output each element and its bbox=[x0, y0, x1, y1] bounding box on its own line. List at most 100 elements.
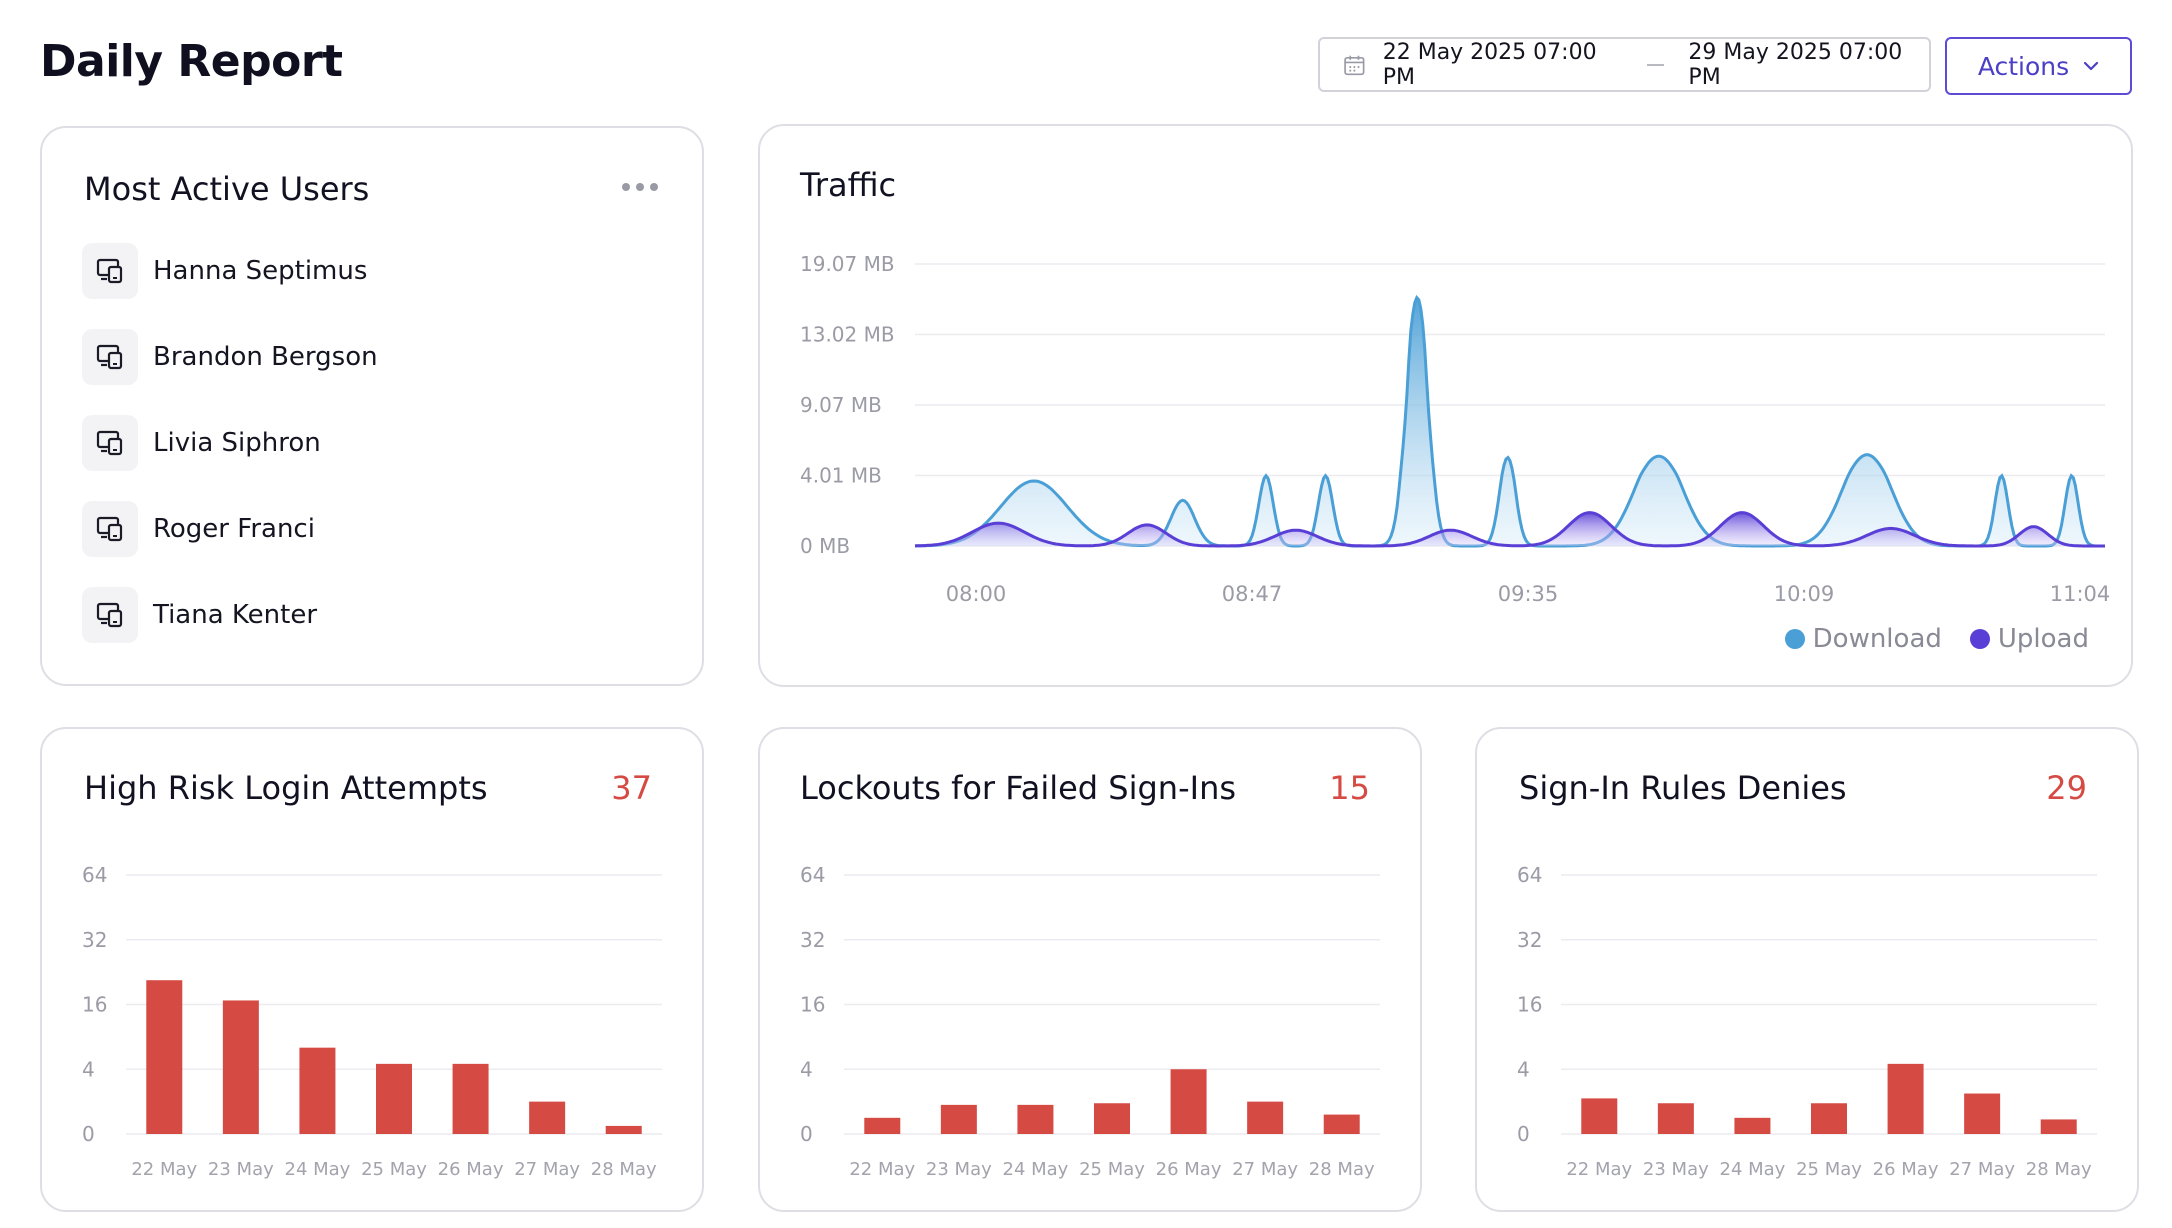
devices-icon bbox=[82, 501, 138, 557]
most-active-users-card: Most Active Users Hanna Septimus Brandon… bbox=[40, 126, 704, 686]
x-tick-label: 27 May bbox=[1949, 1159, 2015, 1180]
calendar-icon bbox=[1344, 55, 1365, 75]
bar[interactable] bbox=[605, 1125, 642, 1134]
y-tick-label: 32 bbox=[1517, 928, 1542, 952]
bar[interactable] bbox=[864, 1117, 901, 1134]
list-item[interactable]: Tiana Kenter bbox=[82, 587, 378, 643]
x-tick-label: 22 May bbox=[131, 1159, 197, 1180]
bar[interactable] bbox=[1247, 1101, 1284, 1134]
high-risk-chart: 0 4 16 32 64 22 May 23 May 24 May 25 May 26 May 27… bbox=[82, 863, 662, 1180]
list-item[interactable]: Livia Siphron bbox=[82, 415, 378, 471]
download-dot-icon bbox=[1784, 629, 1805, 649]
x-tick-label: 24 May bbox=[1720, 1159, 1786, 1180]
list-item[interactable]: Brandon Bergson bbox=[82, 329, 378, 385]
x-tick-label: 25 May bbox=[1079, 1159, 1145, 1180]
x-tick-label: 08:00 bbox=[946, 582, 1007, 606]
actions-label: Actions bbox=[1977, 51, 2070, 81]
date-range-picker[interactable]: 22 May 2025 07:00 PM 29 May 2025 07:00 P… bbox=[1318, 37, 1931, 92]
bar[interactable] bbox=[529, 1101, 566, 1134]
rule-denies-count: 29 bbox=[2046, 769, 2087, 807]
y-tick-label: 4 bbox=[800, 1057, 813, 1081]
x-tick-label: 24 May bbox=[285, 1159, 351, 1180]
x-tick-label: 28 May bbox=[2026, 1159, 2092, 1180]
actions-button[interactable]: Actions bbox=[1945, 37, 2132, 95]
x-tick-label: 23 May bbox=[208, 1159, 274, 1180]
bar[interactable] bbox=[1734, 1117, 1771, 1134]
user-name: Roger Franci bbox=[153, 514, 315, 544]
bar[interactable] bbox=[2040, 1119, 2077, 1134]
y-tick-label: 32 bbox=[82, 928, 107, 952]
bar[interactable] bbox=[1811, 1103, 1847, 1134]
lockouts-title: Lockouts for Failed Sign-Ins bbox=[800, 769, 1237, 807]
bar[interactable] bbox=[299, 1047, 336, 1134]
bar[interactable] bbox=[376, 1063, 412, 1134]
devices-icon bbox=[82, 587, 138, 643]
bar[interactable] bbox=[1094, 1103, 1130, 1134]
x-tick-label: 28 May bbox=[591, 1159, 657, 1180]
high-risk-card: High Risk Login Attempts 37 0 4 16 32 64 22 M… bbox=[40, 727, 704, 1212]
bar[interactable] bbox=[222, 1000, 259, 1134]
more-options-icon[interactable] bbox=[622, 183, 658, 191]
bar[interactable] bbox=[1964, 1093, 2001, 1134]
y-tick-label: 9.07 MB bbox=[800, 393, 882, 417]
traffic-legend: Download Upload bbox=[1784, 624, 2089, 654]
chevron-down-icon bbox=[2084, 61, 2099, 71]
date-from: 22 May 2025 07:00 PM bbox=[1382, 39, 1597, 90]
rule-denies-chart: 0 4 16 32 64 22 May 23 May 24 May 25 May 26 May 27… bbox=[1517, 863, 2097, 1180]
upload-area bbox=[915, 512, 2105, 546]
devices-icon bbox=[82, 415, 138, 471]
y-tick-label: 64 bbox=[1517, 863, 1542, 887]
devices-icon bbox=[82, 243, 138, 299]
most-active-users-title: Most Active Users bbox=[84, 170, 370, 208]
bar[interactable] bbox=[1170, 1069, 1207, 1134]
x-tick-label: 09:35 bbox=[1498, 582, 1559, 606]
y-tick-label: 4.01 MB bbox=[800, 464, 882, 488]
list-item[interactable]: Hanna Septimus bbox=[82, 243, 378, 299]
y-tick-label: 16 bbox=[82, 993, 107, 1017]
x-tick-label: 11:04 bbox=[2050, 582, 2111, 606]
high-risk-title: High Risk Login Attempts bbox=[84, 769, 488, 807]
y-tick-label: 13.02 MB bbox=[800, 323, 895, 347]
date-separator bbox=[1647, 63, 1665, 66]
x-tick-label: 27 May bbox=[514, 1159, 580, 1180]
bar[interactable] bbox=[452, 1063, 489, 1134]
bar[interactable] bbox=[940, 1104, 977, 1134]
x-tick-label: 25 May bbox=[1796, 1159, 1862, 1180]
y-tick-label: 0 MB bbox=[800, 534, 850, 558]
legend-download[interactable]: Download bbox=[1784, 624, 1942, 654]
y-tick-label: 4 bbox=[82, 1057, 95, 1081]
high-risk-count: 37 bbox=[611, 769, 652, 807]
bar[interactable] bbox=[1017, 1104, 1054, 1134]
page-title: Daily Report bbox=[40, 36, 343, 87]
x-tick-label: 08:47 bbox=[1222, 582, 1283, 606]
date-to: 29 May 2025 07:00 PM bbox=[1688, 39, 1903, 90]
x-tick-label: 26 May bbox=[1156, 1159, 1222, 1180]
x-tick-label: 10:09 bbox=[1774, 582, 1835, 606]
lockouts-chart: 0 4 16 32 64 22 May 23 May 24 May 25 May 26 May 27… bbox=[800, 863, 1380, 1180]
x-tick-label: 22 May bbox=[849, 1159, 915, 1180]
bar[interactable] bbox=[1887, 1063, 1924, 1134]
download-area bbox=[915, 297, 2105, 546]
x-tick-label: 26 May bbox=[438, 1159, 504, 1180]
y-tick-label: 19.07 MB bbox=[800, 252, 895, 276]
x-tick-label: 25 May bbox=[361, 1159, 427, 1180]
rule-denies-title: Sign-In Rules Denies bbox=[1519, 769, 1847, 807]
bar[interactable] bbox=[1581, 1098, 1618, 1134]
traffic-card: Traffic 0 MB 4.01 MB 9.07 MB 13.02 MB 19.07 … bbox=[758, 124, 2133, 687]
traffic-chart: 0 MB 4.01 MB 9.07 MB 13.02 MB 19.07 MB 08:00 0… bbox=[800, 252, 2111, 606]
x-tick-label: 26 May bbox=[1873, 1159, 1939, 1180]
y-tick-label: 64 bbox=[800, 863, 825, 887]
upload-dot-icon bbox=[1969, 629, 1990, 649]
rule-denies-card: Sign-In Rules Denies 29 0 4 16 32 64 22 May 23… bbox=[1475, 727, 2139, 1212]
bar[interactable] bbox=[146, 980, 183, 1134]
bar[interactable] bbox=[1657, 1103, 1694, 1134]
x-tick-label: 23 May bbox=[926, 1159, 992, 1180]
bar[interactable] bbox=[1323, 1114, 1360, 1134]
y-tick-label: 0 bbox=[82, 1122, 95, 1146]
legend-upload[interactable]: Upload bbox=[1969, 624, 2089, 654]
list-item[interactable]: Roger Franci bbox=[82, 501, 378, 557]
y-tick-label: 32 bbox=[800, 928, 825, 952]
user-name: Hanna Septimus bbox=[153, 256, 368, 286]
x-tick-label: 28 May bbox=[1309, 1159, 1375, 1180]
y-tick-label: 4 bbox=[1517, 1057, 1530, 1081]
